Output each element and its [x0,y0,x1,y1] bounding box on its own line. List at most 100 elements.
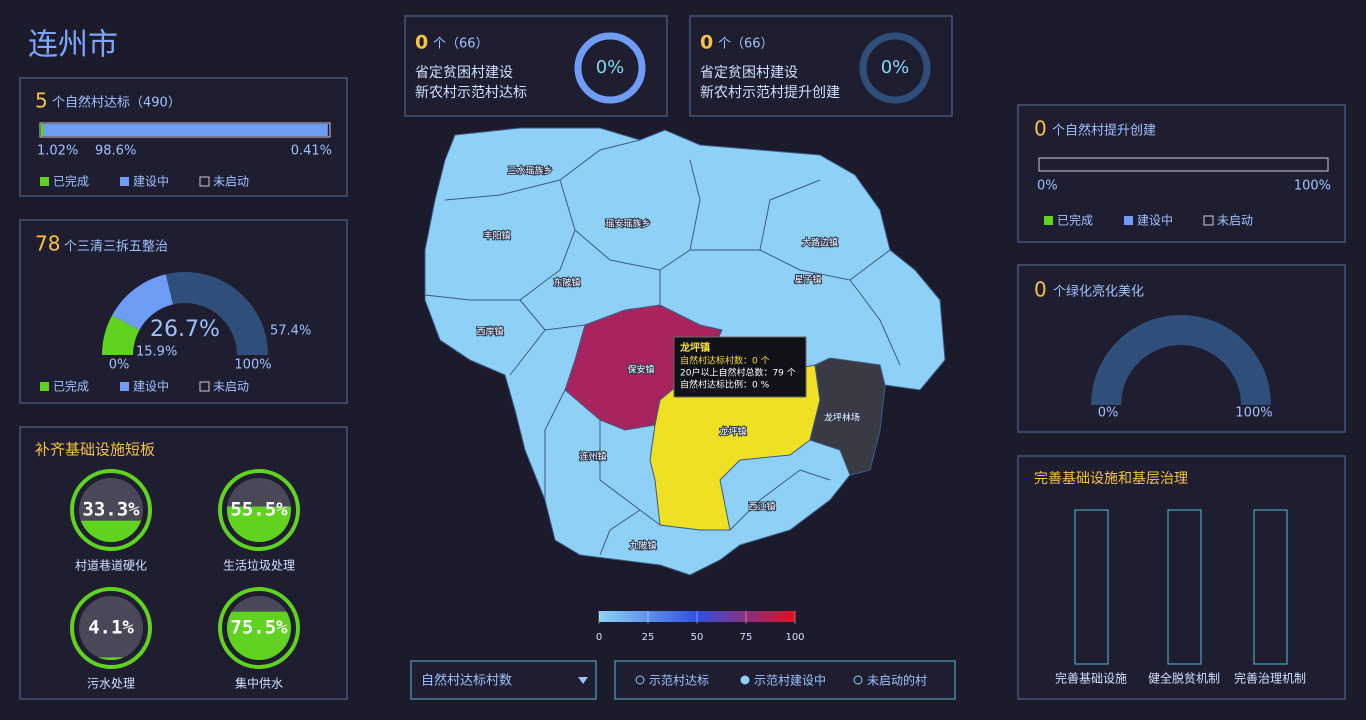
item-name: 集中供水 [235,676,283,691]
legend-dot[interactable] [853,675,863,685]
colorbar-tick-label: 100 [785,632,804,643]
label: 个绿化亮化美化 [1053,284,1144,300]
legend-swatch [199,381,210,392]
count: 0 [415,32,428,54]
legend-label: 建设中 [133,379,169,394]
legend-label: 已完成 [53,174,89,189]
legend-swatch [1124,216,1133,225]
count: 0 [1034,278,1047,302]
bar-segment [41,124,44,136]
panel-title: 补齐基础设施短板 [35,441,155,459]
region-label[interactable]: 连州镇 [578,450,607,464]
tooltip-line: 自然村达标比例：0 % [680,379,770,391]
region-label[interactable]: 保安镇 [626,363,655,377]
region-label[interactable]: 龙坪林场 [823,411,861,425]
legend-label: 未启动 [1217,214,1253,228]
region-label[interactable]: 东陂镇 [552,276,581,290]
tooltip-title: 龙坪镇 [679,341,710,354]
ring [218,469,300,551]
dropdown[interactable] [410,660,597,700]
region-label[interactable]: 龙坪镇 [718,425,747,439]
region-label[interactable]: 西岸镇 [475,325,504,339]
bar-frame [1038,157,1329,172]
category-label: 完善基础设施 [1055,671,1127,686]
count: 0 [700,32,713,54]
region-label[interactable]: 大路边镇 [801,236,839,250]
region-label[interactable]: 星子镇 [793,273,822,287]
dropdown-text: 自然村达标村数 [421,673,512,689]
gauge-segment [165,272,268,355]
legend-label: 建设中 [133,174,169,189]
value-label: 55.5% [230,499,288,521]
tooltip-line: 自然村达标村数：0 个 [680,355,770,367]
panel [19,219,348,404]
colorbar-tick-label: 75 [740,632,753,643]
legend-swatch [40,382,49,391]
tick-label: 100% [234,358,271,373]
panel [1017,264,1346,433]
legend-swatch [199,176,210,187]
value-label: 98.6% [95,144,136,159]
bar-frame [1167,509,1202,665]
ring-label: 0% [596,57,625,78]
line: 新农村示范村提升创建 [700,84,840,101]
bar-frame [39,122,331,138]
region-label[interactable]: 丰阳镇 [482,229,511,243]
legend-label: 未启动 [213,380,249,394]
line: 省定贫困村建设 [415,65,513,81]
legend-label: 示范村达标 [649,674,709,688]
ring [70,469,152,551]
tick-label: 0% [1037,179,1058,194]
label: 个自然村提升创建 [1052,123,1156,139]
item-name: 污水处理 [87,677,135,691]
legend-swatch [40,177,49,186]
legend-label: 未启动的村 [867,673,927,688]
gauge-center: 26.7% [150,317,220,342]
legend-label: 建设中 [1137,213,1173,228]
panel [1017,104,1346,243]
region-label[interactable]: 九陂镇 [628,539,657,553]
ring [218,587,300,669]
tooltip [673,336,807,398]
bar-segment [327,124,330,136]
total: 个（66） [433,37,489,52]
water-fill [79,657,143,660]
value-label: 57.4% [270,324,311,339]
map-legend [614,660,956,700]
bar-segment [43,124,328,136]
legend-swatch [120,177,129,186]
colorbar [599,611,795,622]
label: 个自然村达标（490） [52,95,181,111]
count: 0 [1034,117,1047,141]
total: 个（66） [718,37,774,52]
count: 5 [35,89,48,113]
count: 78 [35,232,60,256]
tick-label: 0% [1098,406,1119,421]
value-label: 4.1% [88,617,134,639]
panel-title: 完善基础设施和基层治理 [1034,470,1188,487]
value-label: 15.9% [136,345,177,360]
region-forest[interactable] [809,357,886,476]
dropdown-arrow[interactable] [578,677,588,684]
legend-dot[interactable] [740,675,750,685]
tooltip-line: 20户以上自然村总数：79 个 [680,367,796,379]
water-bg [79,596,143,660]
colorbar-tick-label: 50 [691,632,704,643]
region-label[interactable]: 西江镇 [747,500,776,514]
gauge-track [1091,315,1271,405]
page-title: 连州市 [28,28,118,63]
line: 省定贫困村建设 [700,65,798,81]
legend-swatch [1203,215,1214,226]
region-label[interactable]: 瑶安瑶族乡 [604,217,651,231]
colorbar-tick-label: 25 [642,632,655,643]
item-name: 村道巷道硬化 [75,559,147,573]
item-name: 生活垃圾处理 [223,558,295,573]
region-label[interactable]: 三水瑶族乡 [506,164,553,178]
category-label: 完善治理机制 [1234,671,1306,686]
ring-label: 0% [881,57,910,78]
panel [19,426,348,700]
category-label: 健全脱贫机制 [1148,671,1220,686]
legend-dot[interactable] [635,675,645,685]
bar-frame [1253,509,1288,665]
gauge-segment [102,315,140,355]
